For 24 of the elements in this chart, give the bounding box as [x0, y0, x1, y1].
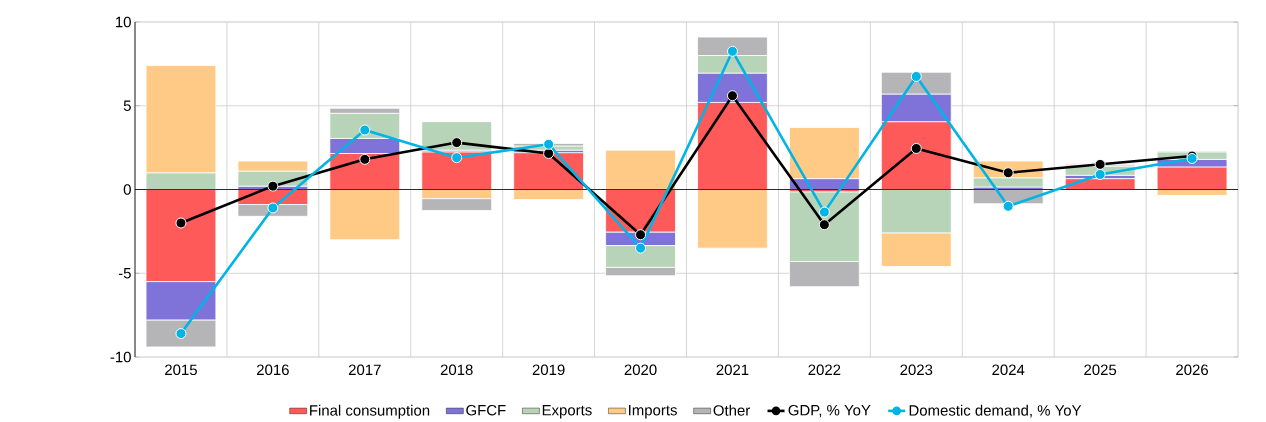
x-tick-label: 2020: [624, 364, 657, 376]
x-tick-label: 2024: [992, 364, 1025, 376]
y-tick-label: -10: [110, 351, 131, 363]
x-tick-label: 2017: [348, 364, 381, 376]
x-tick-label: 2018: [440, 364, 473, 376]
y-tick-label: 10: [116, 16, 131, 28]
x-tick-label: 2015: [165, 364, 197, 376]
y-tick-label: 5: [123, 100, 131, 111]
x-tick-label: 2026: [1176, 364, 1209, 376]
legend-label: Exports: [542, 405, 592, 419]
x-tick-label: 2019: [532, 364, 565, 376]
y-tick-label: 0: [123, 184, 131, 195]
y-tick-label: -5: [118, 268, 131, 279]
legend-label: Domestic demand, % YoY: [909, 404, 1082, 418]
x-tick-label: 2025: [1084, 364, 1117, 376]
legend-label: GDP, % YoY: [788, 404, 871, 418]
legend-label: Final consumption: [310, 404, 430, 419]
legend-label: Imports: [629, 405, 677, 419]
legend-label: Other: [713, 404, 750, 416]
legend-label: GFCF: [466, 404, 506, 416]
x-tick-label: 2016: [257, 364, 289, 376]
x-tick-label: 2023: [900, 364, 933, 376]
x-tick-label: 2021: [716, 364, 749, 376]
x-tick-label: 2022: [808, 364, 841, 376]
